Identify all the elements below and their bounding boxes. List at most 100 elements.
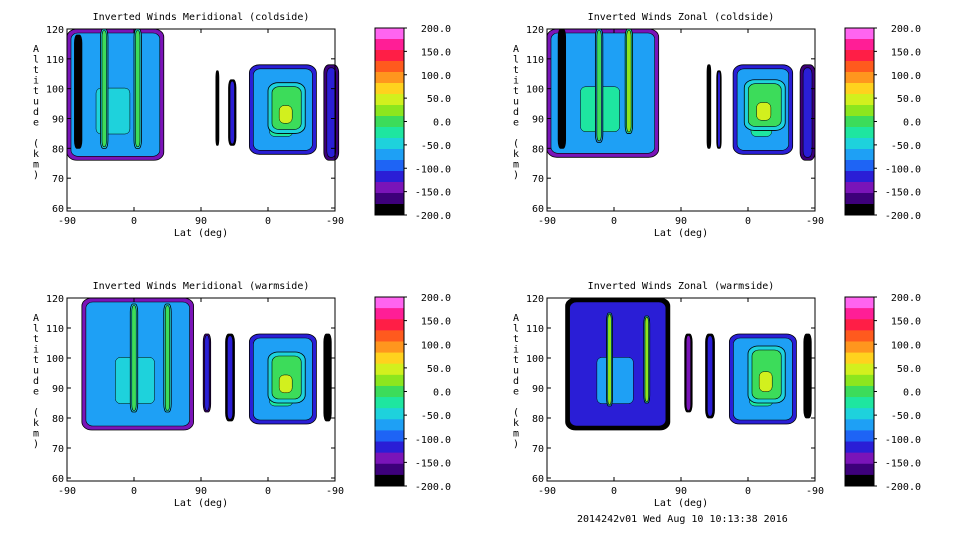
colorbar-swatch: [375, 138, 404, 150]
colorbar-tick-label: 200.0: [421, 24, 451, 35]
colorbar-swatch: [375, 452, 404, 465]
colorbar-tick-label: -50.0: [891, 411, 921, 422]
contour-region-core: [707, 65, 711, 148]
colorbar-swatch: [845, 374, 874, 387]
x-tick-label: 90: [675, 216, 687, 227]
y-tick-label: 120: [46, 25, 64, 36]
colorbar-swatch: [375, 116, 404, 128]
x-tick-label: 0: [131, 486, 137, 497]
colorbar-swatch: [845, 297, 874, 309]
x-axis-label: Lat (deg): [174, 498, 228, 509]
colorbar-tick-label: 100.0: [421, 340, 451, 351]
colorbar-tick-label: 150.0: [891, 47, 921, 58]
colorbar-swatch: [845, 149, 874, 161]
y-tick-label: 90: [52, 384, 64, 395]
contour-region-core: [717, 71, 721, 148]
colorbar-swatch: [375, 363, 404, 376]
colorbar-swatch: [375, 419, 404, 431]
x-tick-label: 0: [611, 486, 617, 497]
contour-region-core: [101, 30, 107, 148]
y-tick-label: 70: [52, 444, 64, 455]
colorbar-swatch: [375, 341, 404, 354]
y-tick-label: 100: [526, 354, 544, 365]
colorbar-swatch: [845, 160, 874, 172]
contour-region-core: [229, 80, 235, 145]
colorbar-tick-label: 0.0: [433, 118, 451, 129]
colorbar-swatch: [845, 341, 874, 354]
y-tick-label: 120: [526, 294, 544, 305]
y-tick-label: 80: [52, 414, 64, 425]
colorbar-tick-label: -100.0: [415, 435, 451, 446]
contour-region-core: [204, 335, 210, 411]
x-tick-label: 90: [675, 486, 687, 497]
y-tick-label: 100: [46, 354, 64, 365]
colorbar-swatch: [375, 50, 404, 62]
chart-2: Inverted Winds Zonal (coldside) -90 0 90 0 -9…: [513, 12, 921, 239]
contour-region-core: [326, 67, 337, 158]
contour-region-core: [802, 67, 813, 158]
colorbar-tick-label: -200.0: [885, 211, 921, 222]
colorbar-swatch: [845, 408, 874, 420]
colorbar-swatch: [375, 319, 404, 331]
colorbar-tick-label: 0.0: [903, 388, 921, 399]
colorbar-swatch: [845, 83, 874, 95]
colorbar-tick-label: 200.0: [891, 293, 921, 304]
colorbar-swatch: [375, 297, 404, 309]
colorbar-tick-label: 0.0: [903, 118, 921, 129]
colorbar-swatch: [375, 72, 404, 84]
colorbar-swatch: [375, 463, 404, 476]
contour-region-core: [685, 335, 691, 411]
contour-region-core: [164, 305, 171, 411]
colorbar-tick-label: -100.0: [415, 164, 451, 175]
colorbar-tick-label: -50.0: [891, 141, 921, 152]
colorbar-swatch: [845, 474, 874, 487]
colorbar-swatch: [375, 28, 404, 40]
colorbar-swatch: [845, 61, 874, 73]
colorbar-tick-label: -150.0: [885, 188, 921, 199]
colorbar-tick-label: 100.0: [891, 71, 921, 82]
colorbar-swatch: [845, 116, 874, 128]
y-tick-label: 70: [52, 174, 64, 185]
colorbar-tick-label: 200.0: [421, 293, 451, 304]
timestamp-footer: 2014242v01 Wed Aug 10 10:13:38 2016: [577, 514, 788, 525]
colorbar-tick-label: -150.0: [415, 188, 451, 199]
colorbar-swatch: [375, 330, 404, 342]
colorbar-swatch: [845, 363, 874, 376]
colorbar-swatch: [375, 171, 404, 183]
colorbar-swatch: [375, 61, 404, 73]
contour-region-core: [559, 30, 565, 148]
chart-title: Inverted Winds Meridional (warmside): [93, 281, 310, 292]
x-tick-label: -90: [538, 486, 556, 497]
x-tick-label: -90: [538, 216, 556, 227]
colorbar-tick-label: 100.0: [891, 340, 921, 351]
colorbar-tick-label: -200.0: [885, 482, 921, 493]
colorbar-swatch: [845, 138, 874, 150]
colorbar-swatch: [375, 430, 404, 443]
colorbar-swatch: [845, 452, 874, 465]
colorbar-swatch: [375, 308, 404, 320]
colorbar-swatch: [845, 330, 874, 342]
colorbar-tick-label: -150.0: [885, 458, 921, 469]
chart-title: Inverted Winds Zonal (coldside): [588, 12, 775, 23]
colorbar-swatch: [845, 94, 874, 106]
x-tick-label: 90: [195, 216, 207, 227]
y-tick-label: 110: [46, 324, 64, 335]
colorbar-swatch: [845, 352, 874, 365]
chart-title: Inverted Winds Meridional (coldside): [93, 12, 310, 23]
contour-region-core: [596, 30, 602, 142]
y-tick-label: 110: [526, 55, 544, 66]
y-tick-label: 90: [532, 115, 544, 126]
colorbar-swatch: [845, 441, 874, 454]
y-tick-label: 60: [532, 474, 544, 485]
contour-region-peak: [596, 357, 634, 404]
y-tick-label: 80: [532, 144, 544, 155]
colorbar-swatch: [845, 39, 874, 51]
y-tick-label: 120: [526, 25, 544, 36]
colorbar-tick-label: -200.0: [415, 211, 451, 222]
colorbar-swatch: [375, 397, 404, 409]
